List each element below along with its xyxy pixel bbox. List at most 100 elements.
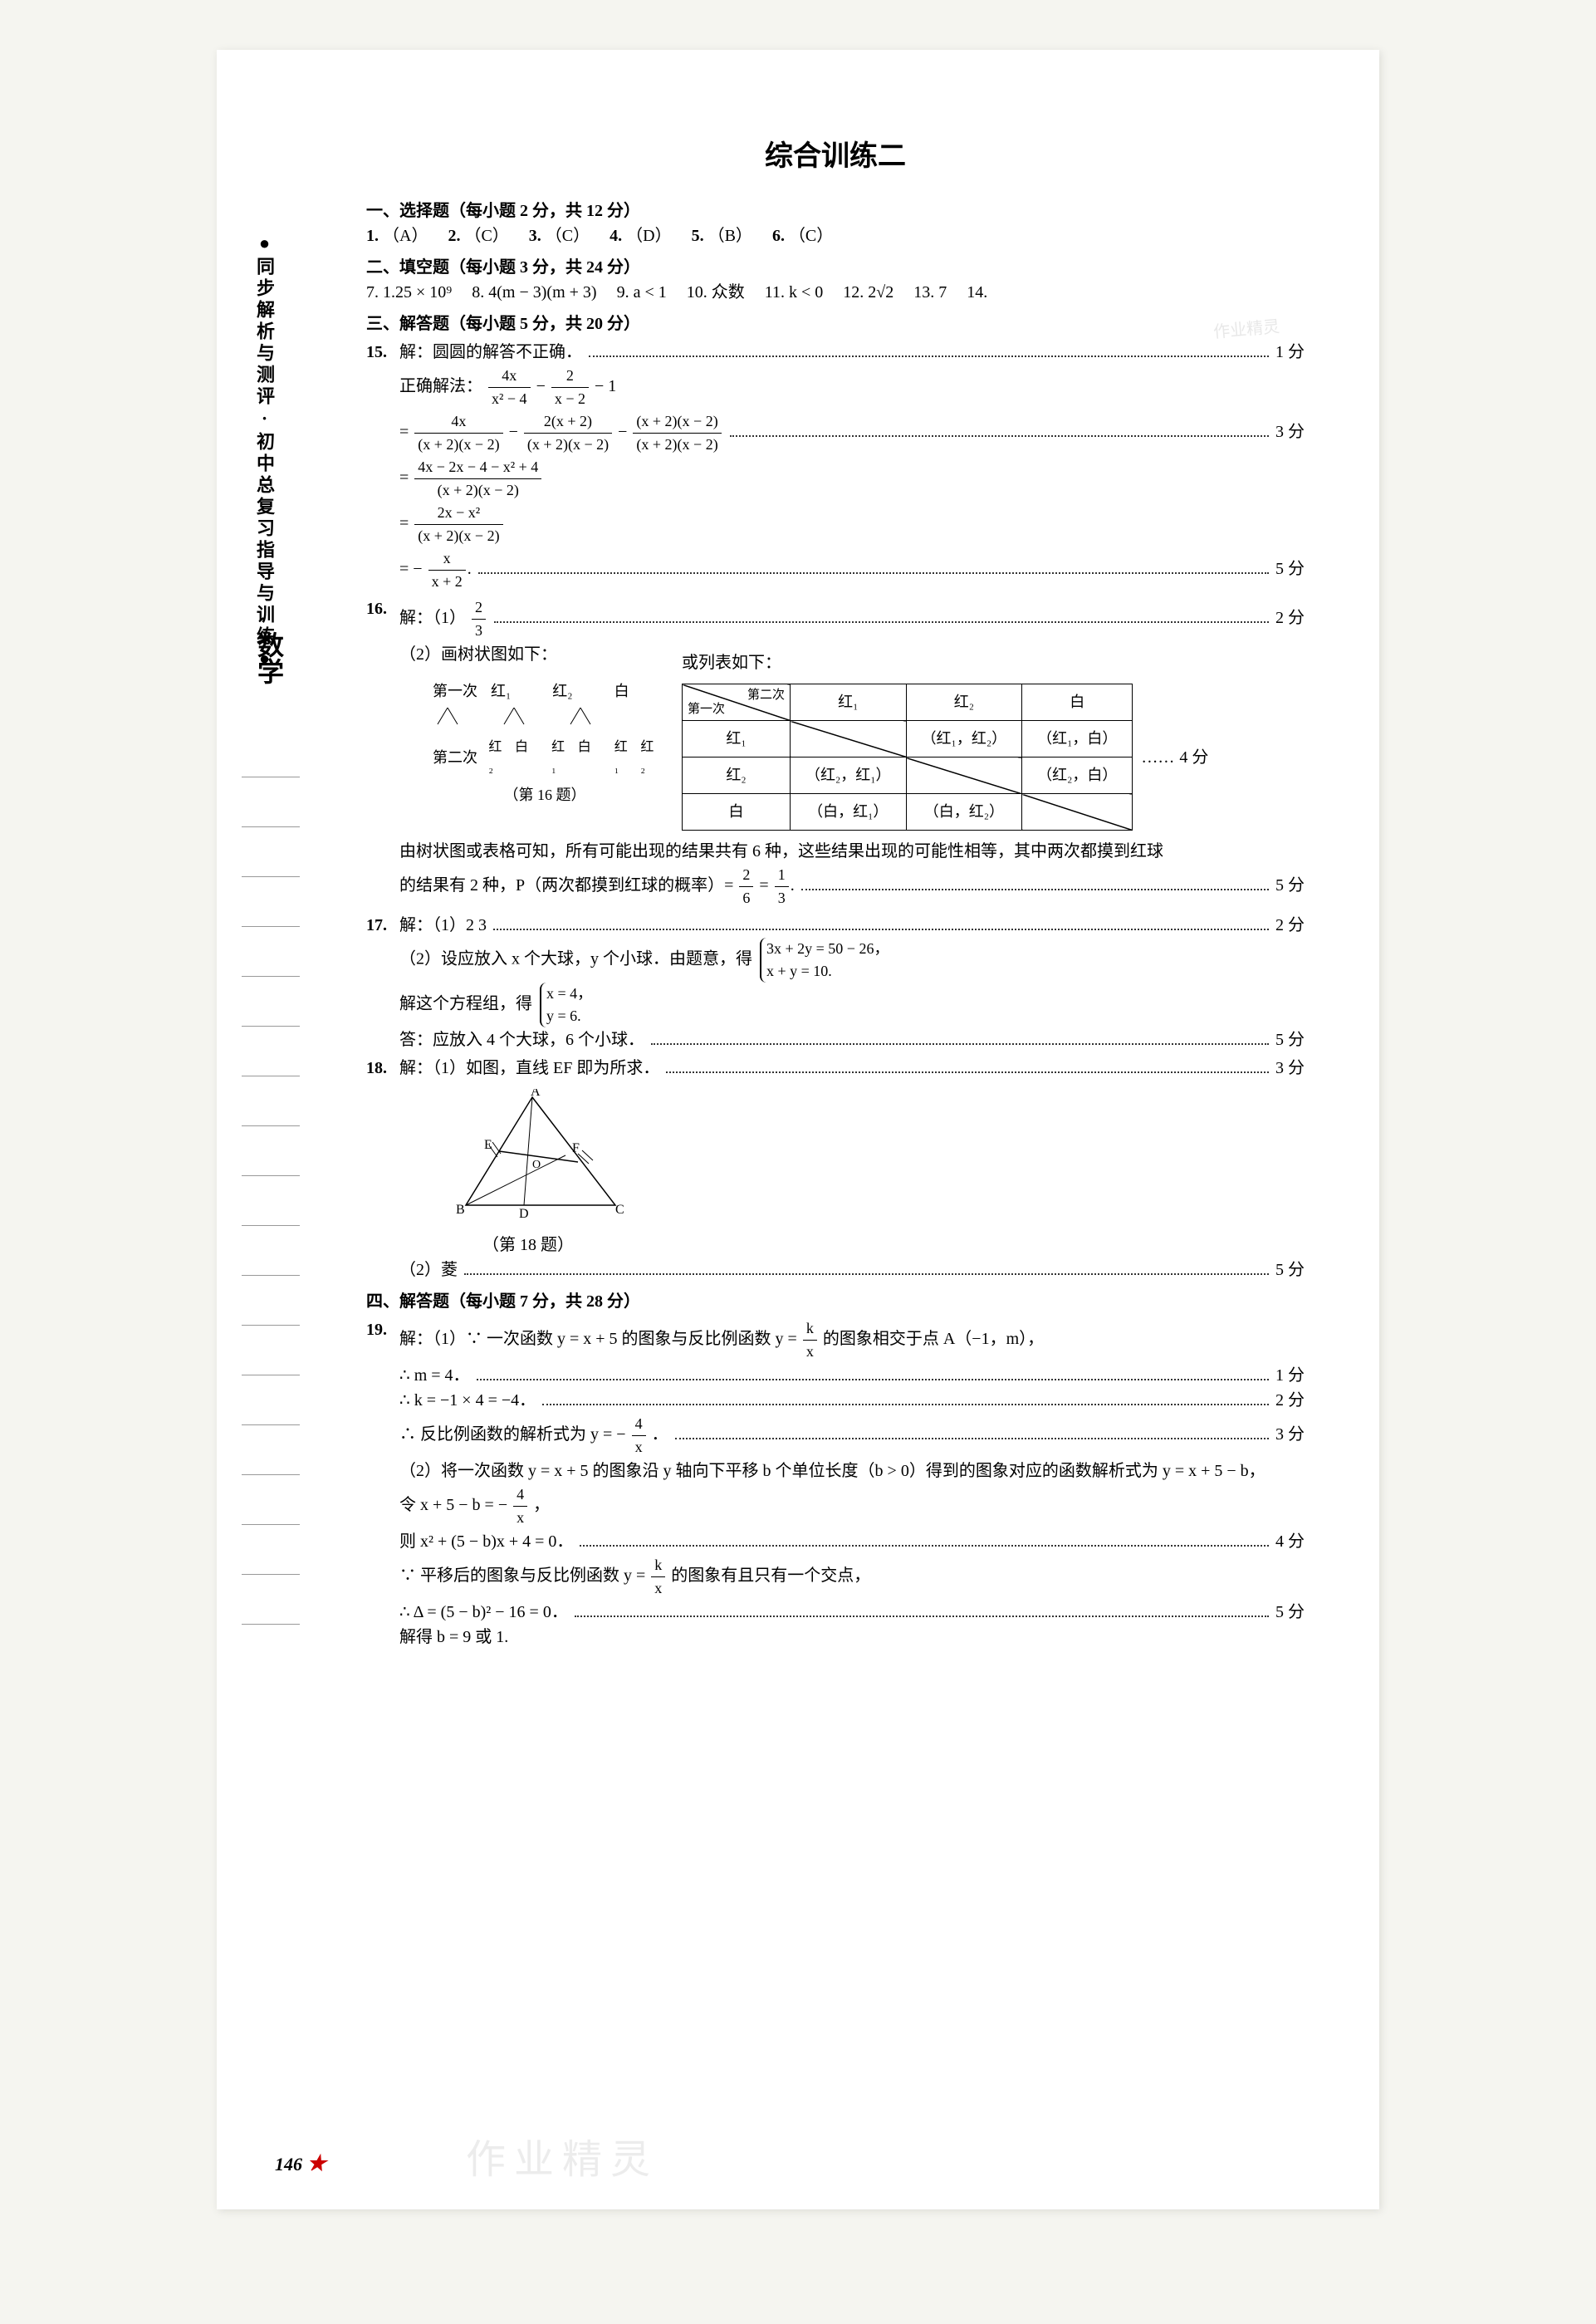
content: 一、选择题（每小题 2 分，共 12 分） 1. （A） 2. （C） 3. （… — [366, 199, 1305, 1650]
a5n: 5. — [692, 227, 704, 245]
q16-p1: 解：（1） — [399, 609, 466, 627]
tree-branches-svg — [433, 708, 632, 726]
lblC: C — [615, 1203, 624, 1217]
q16-pb: 6 — [739, 887, 753, 909]
q15-5d: x + 2 — [428, 571, 466, 593]
tree-r1b: 红₂ — [552, 680, 572, 703]
q19-p1b: 的图象相交于点 A（−1，m）， — [823, 1330, 1044, 1348]
q19-p9: ∴ Δ = (5 − b)² − 16 = 0． — [399, 1600, 568, 1625]
q15-3n: 4x − 2x − 4 − x² + 4 — [414, 456, 541, 479]
tb1: 红₂ — [488, 738, 505, 777]
tree-r2: 第二次 — [433, 747, 488, 769]
q19-f4d: x — [632, 1436, 646, 1459]
q19-f6d: x — [513, 1507, 527, 1529]
a9: 9. a < 1 — [617, 280, 667, 305]
q19-f8d: x — [651, 1577, 665, 1600]
a12: 12. 2√2 — [843, 280, 893, 305]
q17-so2: y = 6. — [546, 1005, 592, 1027]
a6n: 6. — [772, 227, 785, 245]
q15-o2d: x − 2 — [551, 388, 589, 410]
q19-f4n: 4 — [632, 1413, 646, 1436]
q19-f6n: 4 — [513, 1483, 527, 1507]
th1: 第二次 — [747, 686, 785, 705]
q15-s2: 3 分 — [1275, 419, 1305, 444]
q19-f8n: k — [651, 1554, 665, 1577]
q15-on: 4x — [488, 365, 531, 388]
tree-r1a: 红₁ — [491, 680, 511, 703]
q15: 15. 解：圆圆的解答不正确． 1 分 正确解法： 4xx² − 4 − 2x … — [366, 340, 1305, 593]
q16-s2: 5 分 — [1275, 873, 1305, 898]
tree-r1c: 白 — [614, 680, 629, 703]
q16-pc: 1 — [775, 864, 789, 887]
a5v: （B） — [708, 227, 752, 245]
q17-p2: （2）设应放入 x 个大球，y 个小球．由题意，得 — [399, 950, 752, 968]
q19-s1: 1 分 — [1275, 1363, 1305, 1388]
q15-4n: 2x − x² — [414, 502, 502, 525]
q15-od: x² − 4 — [488, 388, 531, 410]
a7: 7. 1.25 × 10⁹ — [366, 280, 452, 305]
q15-5n: x — [428, 547, 466, 571]
a1n: 1. — [366, 227, 379, 245]
q15-2cd: (x + 2)(x − 2) — [633, 434, 721, 456]
section2-header: 二、填空题（每小题 3 分，共 24 分） — [366, 255, 1305, 280]
q15-s1: 1 分 — [1275, 340, 1305, 365]
a2n: 2. — [448, 227, 460, 245]
q15-l1: 解：圆圆的解答不正确． — [399, 340, 582, 365]
tr2: 红₂ — [683, 758, 791, 794]
q19-p7: 则 x² + (5 − b)x + 4 = 0． — [399, 1529, 573, 1554]
q19: 19. 解：（1）∵ 一次函数 y = x + 5 的图象与反比例函数 y = … — [366, 1317, 1305, 1650]
tr3c2: （白，红₂） — [906, 794, 1022, 831]
q15-4d: (x + 2)(x − 2) — [414, 525, 502, 547]
q19-p3: ∴ k = −1 × 4 = −4． — [399, 1388, 536, 1413]
section2-answers: 7. 1.25 × 10⁹ 8. 4(m − 3)(m + 3) 9. a < … — [366, 280, 1305, 305]
tr1c3: （红₁，白） — [1022, 721, 1133, 758]
tb3: 红₁ — [551, 738, 568, 777]
q15-2an: 4x — [414, 410, 502, 434]
q19-p1a: 解：（1）∵ 一次函数 y = x + 5 的图象与反比例函数 y = — [399, 1330, 801, 1348]
lblD: D — [519, 1207, 529, 1221]
q19-s2: 2 分 — [1275, 1388, 1305, 1413]
q15-o2n: 2 — [551, 365, 589, 388]
tb6: 红₂ — [640, 738, 657, 777]
a10: 10. 众数 — [687, 280, 745, 305]
tr3c1: （白，红₁） — [791, 794, 907, 831]
q17-p4: 答：应放入 4 个大球，6 个小球． — [399, 1027, 644, 1052]
q19-kd: x — [803, 1341, 817, 1363]
q17-p3: 解这个方程组，得 — [399, 995, 532, 1013]
lblE: E — [484, 1138, 492, 1152]
sidebar-subject: 数学 — [250, 631, 288, 684]
section3-header: 三、解答题（每小题 5 分，共 20 分） — [366, 311, 1305, 336]
q16-or: 或列表如下： — [682, 650, 781, 675]
watermark: 作业精灵 — [466, 2126, 658, 2184]
q18-num: 18. — [366, 1056, 399, 1081]
q19-p8b: 的图象有且只有一个交点， — [671, 1566, 870, 1585]
page-title: 综合训练二 — [366, 133, 1305, 174]
prob-table: 第二次第一次 红₁ 红₂ 白 红₁ （红₁，红₂） （红₁，白） — [682, 684, 1133, 831]
a4v: （D） — [626, 227, 671, 245]
tc2: 红₂ — [906, 684, 1022, 721]
q17-p1: 解：（1）2 3 — [399, 913, 487, 938]
section1-header: 一、选择题（每小题 2 分，共 12 分） — [366, 199, 1305, 223]
q18-p2: （2）菱 — [399, 1258, 458, 1282]
page-number: 146 ★ — [275, 2151, 326, 2176]
q19-s3: 3 分 — [1275, 1422, 1305, 1447]
q17-num: 17. — [366, 913, 399, 938]
q15-m1: − 1 — [595, 377, 616, 395]
q15-s5: 5 分 — [1275, 556, 1305, 581]
q16-st: 4 分 — [1179, 745, 1208, 770]
a4n: 4. — [610, 227, 622, 245]
q16-num: 16. — [366, 596, 399, 621]
q18-p1: 解：（1）如图，直线 EF 即为所求． — [399, 1056, 659, 1081]
lblF: F — [572, 1141, 580, 1155]
page: ●同步解析与测评·初中总复习指导与训练● 数学 作业精灵 综合训练二 一、选择题… — [217, 50, 1379, 2209]
q19-p8a: ∵ 平移后的图象与反比例函数 y = — [399, 1566, 649, 1585]
q17: 17. 解：（1）2 3 2 分 （2）设应放入 x 个大球，y 个小球．由题意… — [366, 913, 1305, 1052]
a3n: 3. — [529, 227, 541, 245]
a3v: （C） — [546, 227, 590, 245]
tr2c1: （红₂，红₁） — [791, 758, 907, 794]
tb2: 白 — [515, 738, 528, 777]
a13: 13. 7 — [913, 280, 947, 305]
tr1c2: （红₁，红₂） — [906, 721, 1022, 758]
tb5: 红₁ — [614, 738, 631, 777]
a11: 11. k < 0 — [765, 280, 824, 305]
